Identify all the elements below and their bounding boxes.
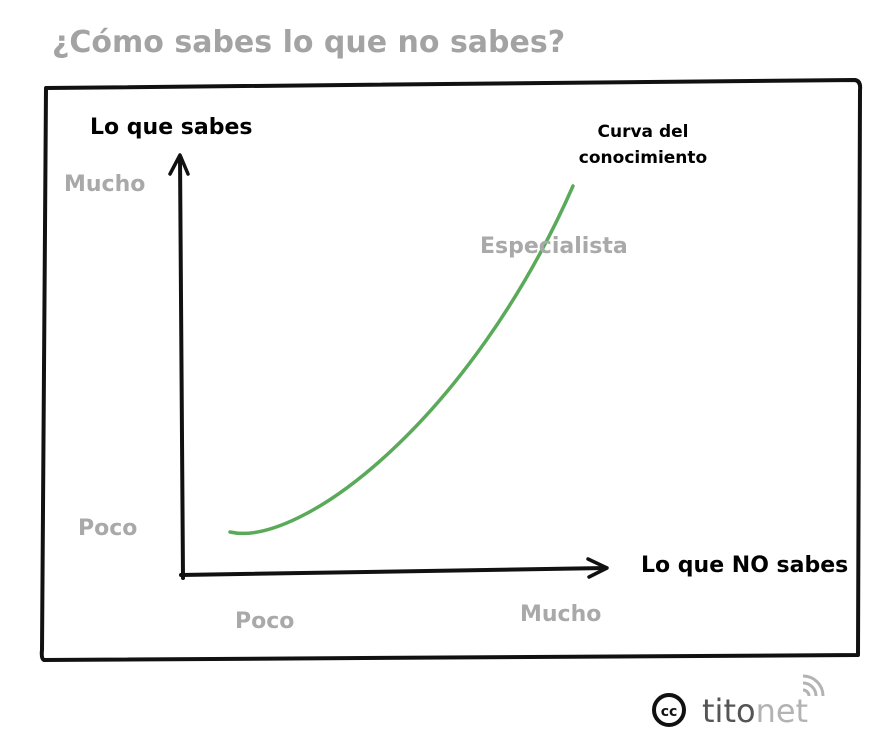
x-high-label: Mucho: [520, 602, 601, 627]
y-arrowhead: [168, 153, 190, 176]
curve-label-line: Curva del: [598, 122, 689, 142]
title: ¿Cómo sabes lo que no sabes?: [52, 25, 565, 60]
knowledge-curve: [228, 184, 575, 536]
annotation: Especialista: [480, 234, 628, 259]
y-axis-label: Lo que sabes: [90, 115, 253, 140]
signal-icon: [802, 674, 825, 697]
curve-label-line: conocimiento: [579, 148, 707, 168]
cc-text: cc: [661, 704, 678, 720]
brand-part: net: [756, 692, 809, 730]
frame: [39, 78, 863, 662]
brand-part: tito: [702, 692, 756, 730]
x-axis-label: Lo que NO sabes: [641, 553, 848, 578]
brand: titonet: [702, 692, 808, 730]
cc-icon: [652, 693, 686, 727]
x-axis: [179, 566, 608, 577]
y-axis: [178, 155, 185, 580]
x-low-label: Poco: [235, 609, 294, 634]
x-arrowhead: [586, 557, 609, 579]
y-low-label: Poco: [78, 516, 137, 541]
y-high-label: Mucho: [64, 172, 145, 197]
